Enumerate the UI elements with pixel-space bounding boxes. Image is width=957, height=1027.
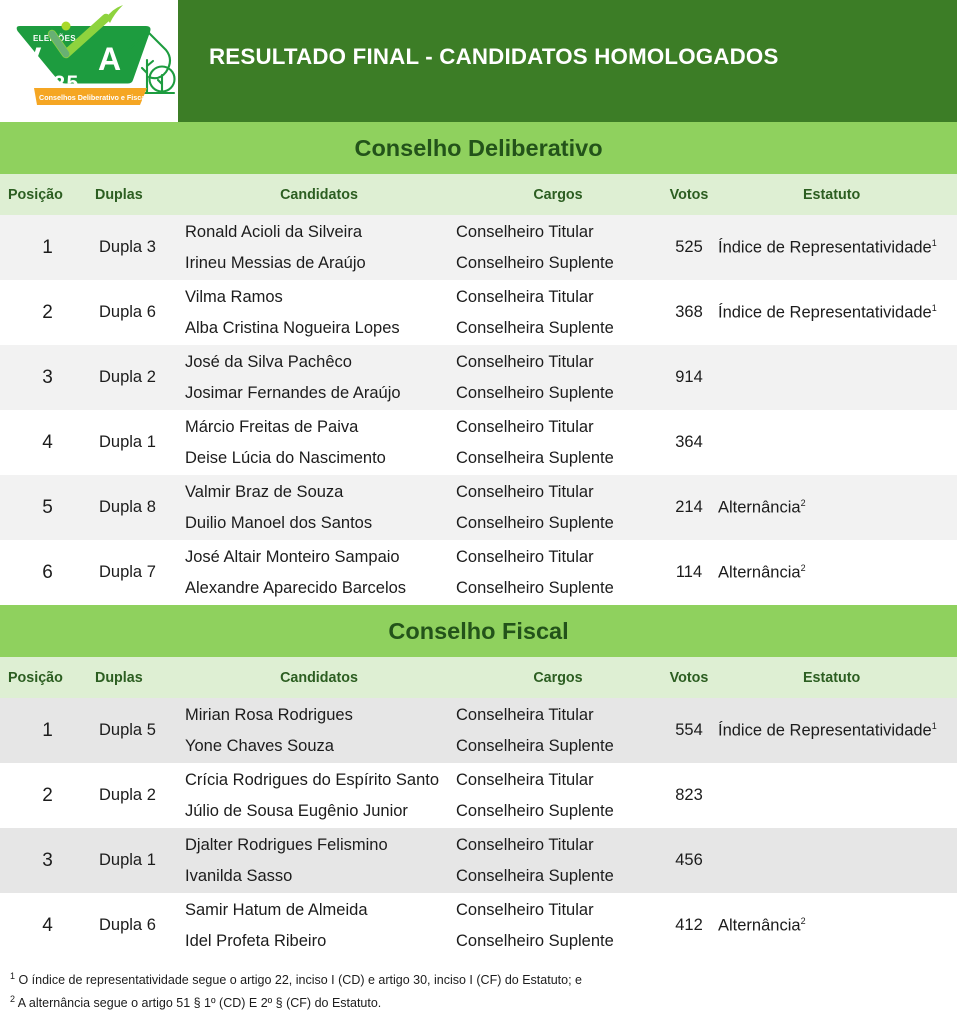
svg-text:Conselhos Deliberativo e Fisca: Conselhos Deliberativo e Fiscal — [39, 93, 147, 102]
svg-text:A: A — [98, 41, 121, 77]
